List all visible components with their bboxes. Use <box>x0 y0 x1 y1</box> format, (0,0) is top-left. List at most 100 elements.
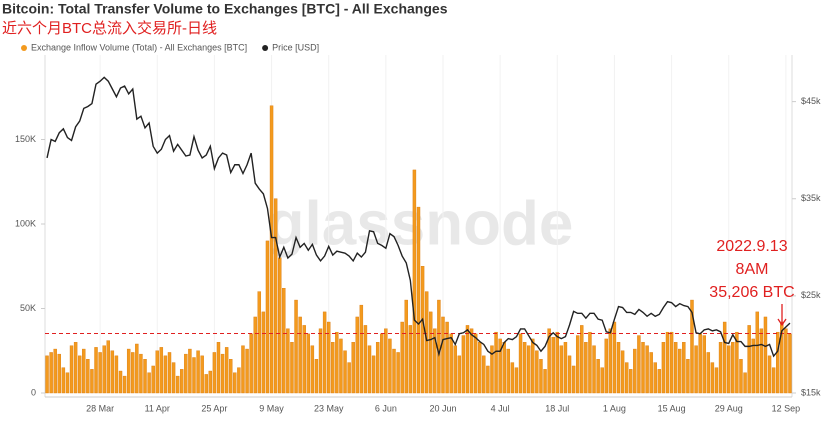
bar <box>776 331 780 394</box>
bar <box>441 316 445 394</box>
bar <box>555 331 559 394</box>
y2-tick-label: $15k <box>801 387 821 397</box>
bar <box>212 352 217 394</box>
bar <box>220 353 225 394</box>
bar <box>784 328 788 394</box>
bar <box>200 355 204 394</box>
bar <box>571 365 576 394</box>
bar <box>735 331 739 394</box>
bar <box>367 345 372 394</box>
bar <box>408 325 413 394</box>
bar <box>171 362 176 394</box>
bar <box>90 369 94 394</box>
bar <box>620 350 625 394</box>
bar <box>322 311 327 394</box>
bar <box>184 353 188 394</box>
chart-title: Bitcoin: Total Transfer Volume to Exchan… <box>2 1 448 17</box>
bar <box>763 316 768 394</box>
bar <box>347 362 351 394</box>
bar <box>363 325 368 394</box>
bar <box>310 345 315 394</box>
bar <box>657 369 662 394</box>
bar <box>616 342 621 394</box>
x-tick-label: 9 May <box>259 403 284 413</box>
bar <box>698 333 702 394</box>
bar <box>592 345 596 394</box>
bar <box>722 321 727 394</box>
bar <box>282 288 286 394</box>
bar <box>522 342 527 394</box>
x-tick-label: 29 Aug <box>715 403 743 413</box>
bar <box>151 365 155 394</box>
x-tick-label: 23 May <box>314 403 344 413</box>
bar <box>437 299 441 394</box>
bar <box>180 369 184 394</box>
bar <box>106 340 110 394</box>
bar <box>694 345 698 394</box>
bar <box>400 321 404 394</box>
bar <box>461 335 466 394</box>
bar <box>273 198 278 394</box>
bar <box>204 374 208 394</box>
bar <box>543 369 547 394</box>
bar <box>498 338 502 394</box>
bar <box>633 348 637 394</box>
bar <box>424 291 429 394</box>
bar <box>147 372 151 394</box>
bar <box>135 343 139 394</box>
y2-tick-label: $25k <box>801 290 821 300</box>
bar <box>490 345 494 394</box>
bar <box>175 375 180 394</box>
legend-label: Price [USD] <box>272 42 319 52</box>
bar <box>612 321 617 394</box>
bar <box>669 331 674 394</box>
bar <box>547 328 551 394</box>
bar <box>588 331 592 394</box>
bar <box>249 333 253 394</box>
annotation-value: 35,206 BTC <box>709 284 794 301</box>
annotation-date: 2022.9.13 <box>716 238 787 255</box>
bar <box>290 342 294 394</box>
bar <box>298 316 302 394</box>
bar <box>216 342 221 394</box>
bar <box>710 362 715 394</box>
bar <box>473 333 478 394</box>
bar <box>510 362 515 394</box>
bar <box>65 372 70 394</box>
bar <box>563 342 568 394</box>
bar <box>771 367 776 394</box>
bar <box>551 337 555 394</box>
bar <box>257 291 262 394</box>
bar <box>788 333 792 394</box>
bar <box>278 257 282 394</box>
bar <box>45 355 49 394</box>
bar <box>371 355 376 394</box>
price-line <box>46 76 791 358</box>
bar <box>384 328 388 394</box>
y-tick-label: 50K <box>20 303 36 313</box>
bar <box>114 355 119 394</box>
bar <box>767 355 772 394</box>
bar <box>392 348 396 394</box>
bar <box>506 348 511 394</box>
bar <box>196 350 200 394</box>
bar <box>86 359 90 394</box>
bar <box>318 328 323 394</box>
bar <box>575 335 580 394</box>
bar <box>94 347 98 394</box>
bar <box>122 375 127 394</box>
bar <box>514 367 519 394</box>
bar <box>714 367 719 394</box>
bar <box>339 338 343 394</box>
bar <box>608 328 613 394</box>
bar <box>77 355 82 394</box>
bar <box>404 299 408 394</box>
legend-swatch <box>262 45 269 51</box>
bar <box>159 347 164 394</box>
bar <box>343 350 347 394</box>
annotation-arrow <box>777 304 787 327</box>
bar <box>637 335 641 394</box>
bar <box>641 342 645 394</box>
bar <box>82 348 86 394</box>
bar <box>396 352 400 394</box>
